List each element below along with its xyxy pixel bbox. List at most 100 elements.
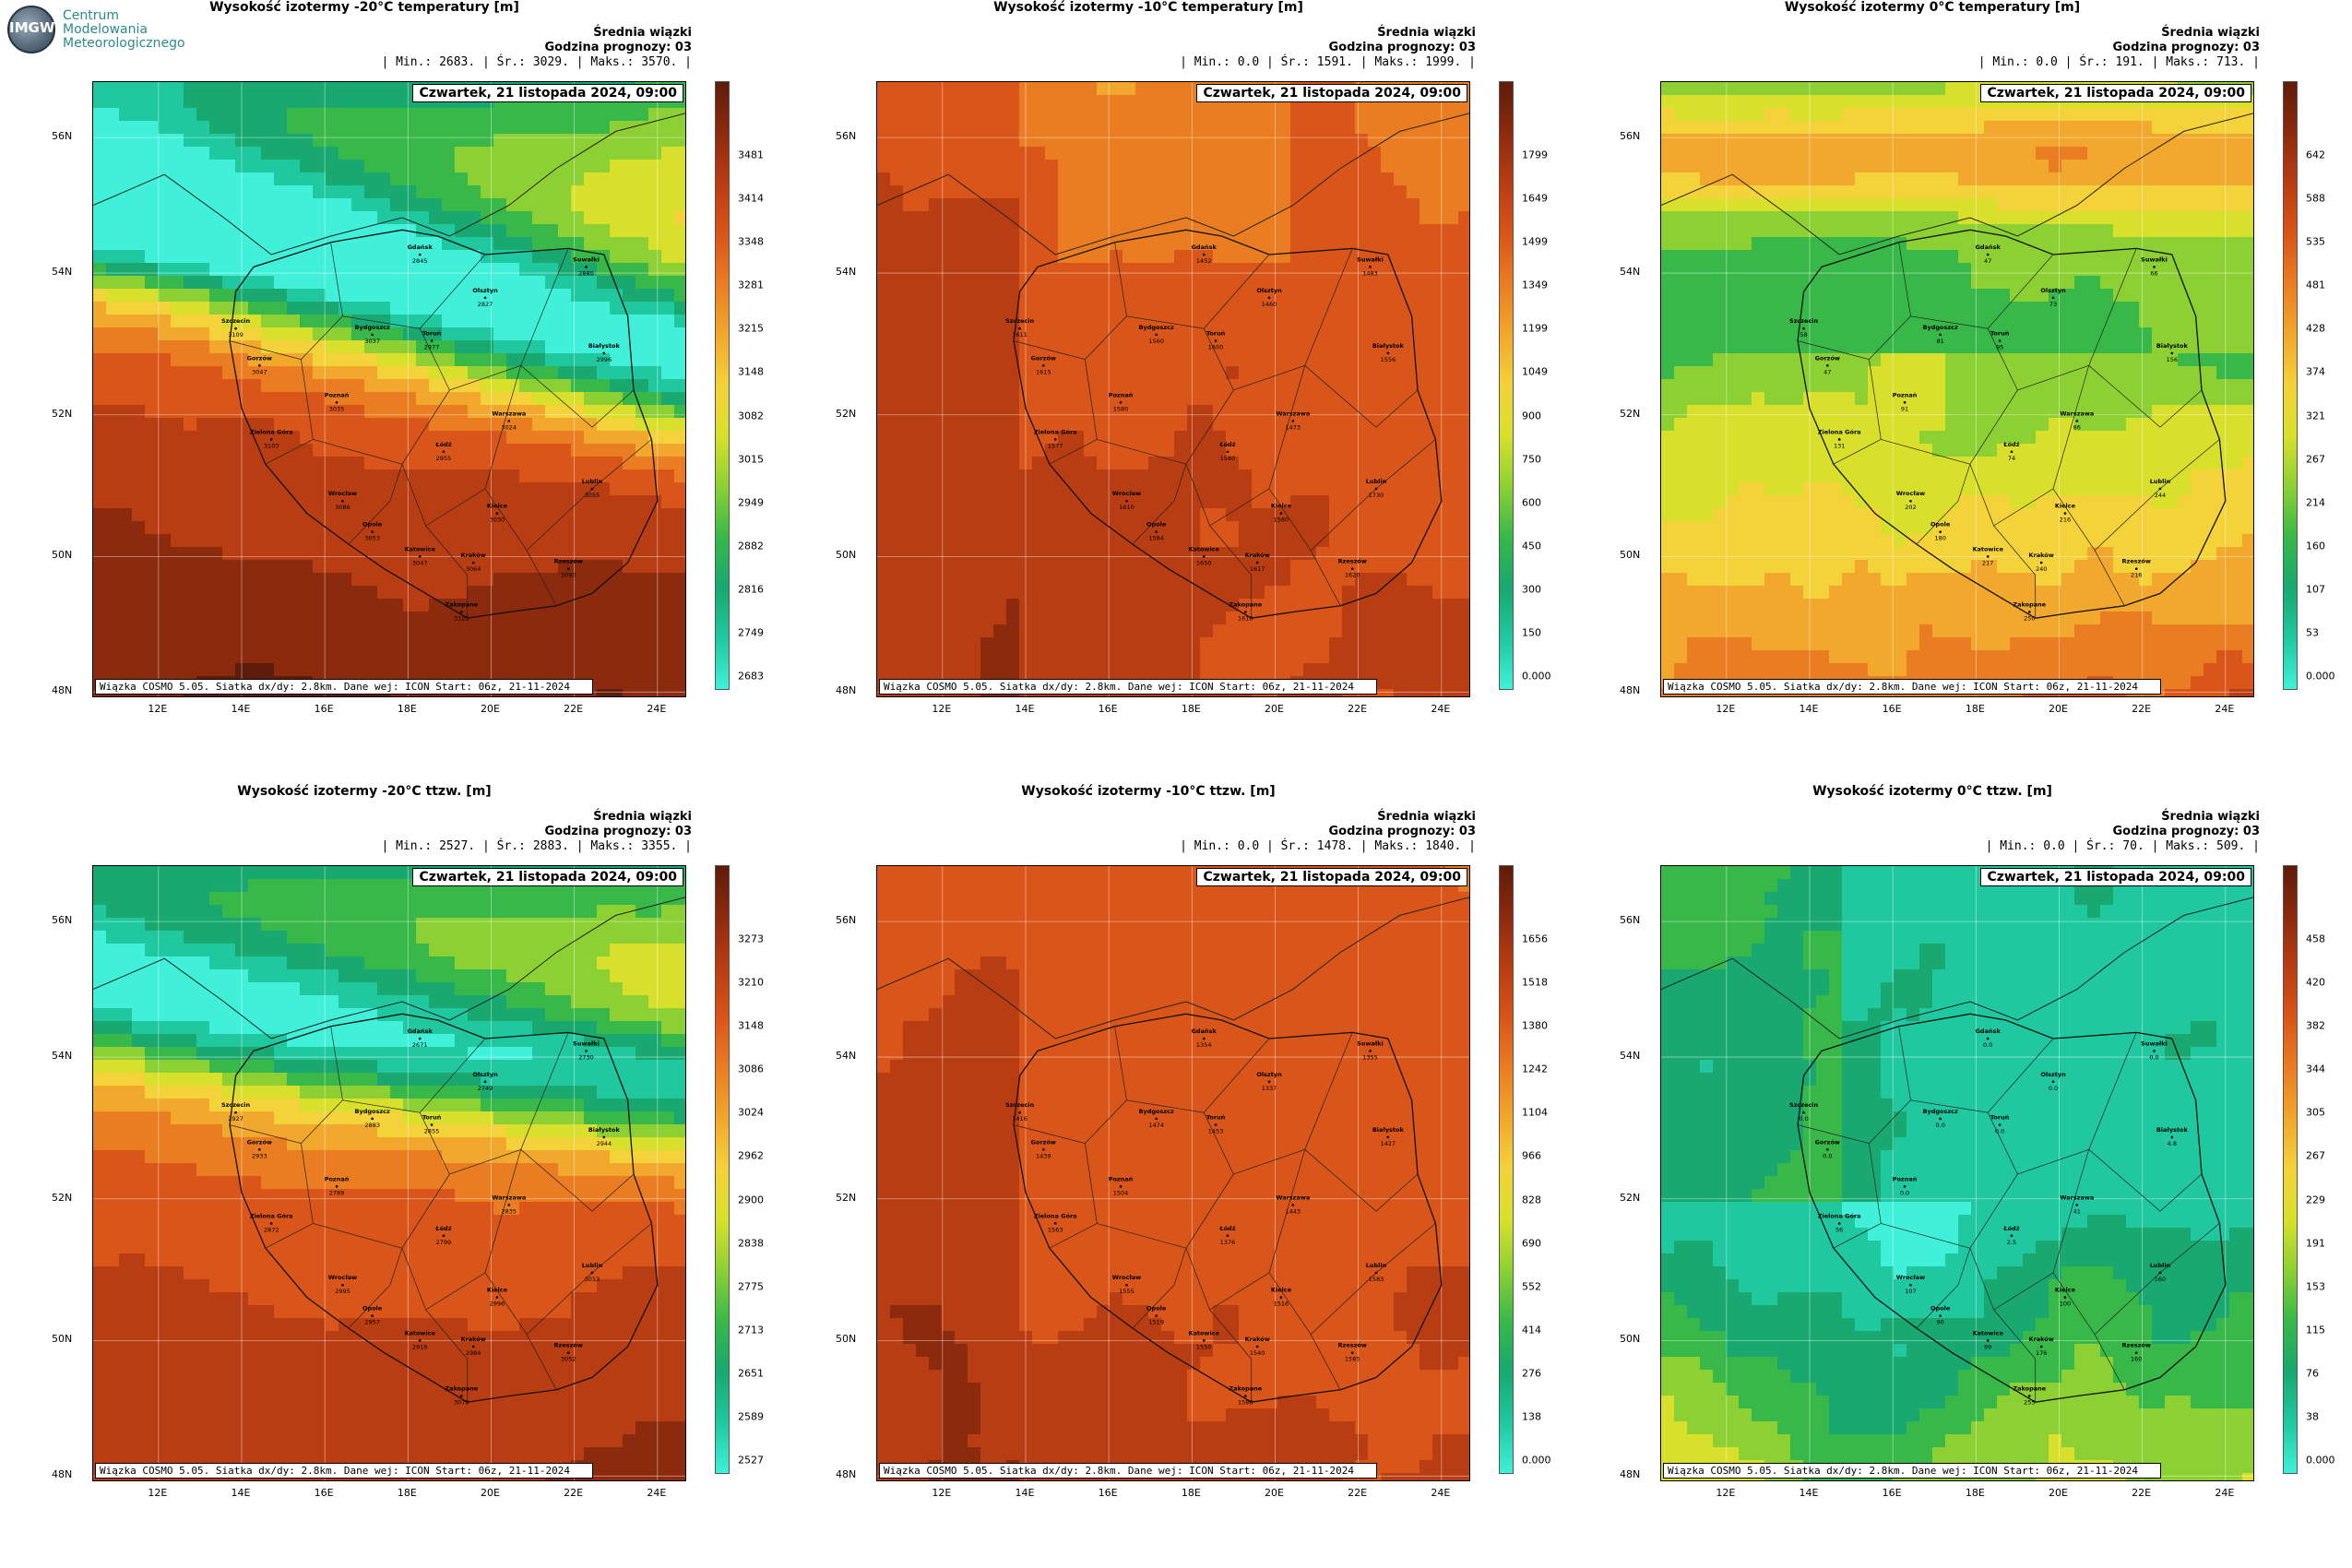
field-cell: [493, 379, 507, 393]
field-cell: [584, 237, 598, 251]
field-cell: [377, 172, 391, 186]
field-cell: [364, 469, 378, 483]
field-cell: [648, 108, 662, 122]
field-cell: [506, 379, 520, 393]
field-cell: [558, 469, 572, 483]
field-cell: [2216, 134, 2230, 148]
field-cell: [1687, 108, 1701, 122]
field-cell: [942, 495, 956, 509]
field-cell: [326, 624, 339, 638]
field-cell: [1381, 237, 1395, 251]
field-cell: [390, 108, 404, 122]
field-cell: [416, 624, 430, 638]
field-cell: [532, 224, 546, 238]
field-cell: [2023, 108, 2037, 122]
field-cell: [390, 482, 404, 496]
field-cell: [674, 676, 685, 690]
field-cell: [377, 457, 391, 470]
field-cell: [119, 560, 133, 574]
field-cell: [1148, 250, 1162, 264]
field-cell: [364, 147, 378, 160]
field-cell: [890, 444, 904, 457]
field-cell: [968, 624, 981, 638]
field-cell: [1110, 379, 1123, 393]
field-cell: [1661, 82, 1675, 96]
field-cell: [903, 379, 917, 393]
field-cell: [1097, 250, 1111, 264]
field-cell: [158, 134, 172, 148]
field-cell: [1226, 573, 1240, 587]
field-cell: [1110, 327, 1123, 341]
field-cell: [403, 315, 417, 328]
field-cell: [1226, 147, 1240, 160]
field-cell: [455, 108, 469, 122]
field-cell: [1148, 276, 1162, 290]
field-cell: [196, 198, 210, 212]
city-label: Bydgoszcz: [1139, 324, 1174, 331]
field-cell: [1226, 315, 1240, 328]
field-cell: [890, 495, 904, 509]
field-cell: [1445, 276, 1459, 290]
field-cell: [158, 599, 172, 612]
field-cell: [106, 482, 120, 496]
field-cell: [636, 612, 649, 625]
city-value: 3037: [364, 338, 380, 345]
field-cell: [1265, 612, 1278, 625]
latitude-label: 56N: [52, 130, 73, 143]
field-cell: [1187, 547, 1201, 561]
field-cell: [1316, 624, 1330, 638]
field-cell: [377, 121, 391, 135]
field-cell: [610, 482, 624, 496]
field-cell: [248, 82, 262, 96]
field-cell: [1381, 599, 1395, 612]
field-cell: [300, 82, 314, 96]
city-label: Szczecin: [221, 317, 251, 325]
colorbar-tick-label: 3481: [738, 148, 764, 161]
field-cell: [209, 444, 223, 457]
field-cell: [184, 508, 197, 522]
field-cell: [1058, 379, 1072, 393]
field-cell: [351, 250, 365, 264]
field-cell: [890, 224, 904, 238]
field-cell: [1381, 444, 1395, 457]
field-cell: [597, 224, 611, 238]
field-cell: [1329, 198, 1343, 212]
field-cell: [145, 508, 159, 522]
field-cell: [506, 263, 520, 277]
field-cell: [1226, 663, 1240, 677]
field-cell: [1407, 508, 1420, 522]
field-cell: [1316, 650, 1330, 664]
field-cell: [1265, 147, 1278, 160]
field-cell: [1032, 534, 1046, 548]
field-cell: [877, 586, 891, 600]
field-cell: [1200, 560, 1214, 574]
field-cell: [1161, 263, 1175, 277]
field-cell: [2061, 121, 2075, 135]
field-cell: [106, 147, 120, 160]
field-cell: [506, 224, 520, 238]
field-cell: [1394, 340, 1408, 354]
field-cell: [1816, 95, 1830, 109]
longitude-label: 22E: [564, 703, 584, 715]
field-cell: [1135, 663, 1149, 677]
field-cell: [661, 612, 675, 625]
field-cell: [132, 353, 146, 367]
field-cell: [1123, 482, 1136, 496]
field-cell: [532, 237, 546, 251]
field-cell: [1290, 224, 1304, 238]
field-cell: [119, 147, 133, 160]
field-cell: [1432, 134, 1446, 148]
field-cell: [1187, 134, 1201, 148]
field-cell: [1135, 289, 1149, 303]
field-cell: [1752, 82, 1765, 96]
field-cell: [196, 457, 210, 470]
field-cell: [403, 405, 417, 419]
field-cell: [1135, 457, 1149, 470]
field-cell: [403, 457, 417, 470]
field-cell: [1368, 637, 1382, 651]
field-cell: [1071, 353, 1085, 367]
field-cell: [1394, 508, 1408, 522]
field-cell: [942, 302, 956, 315]
city-marker: [1125, 499, 1128, 503]
